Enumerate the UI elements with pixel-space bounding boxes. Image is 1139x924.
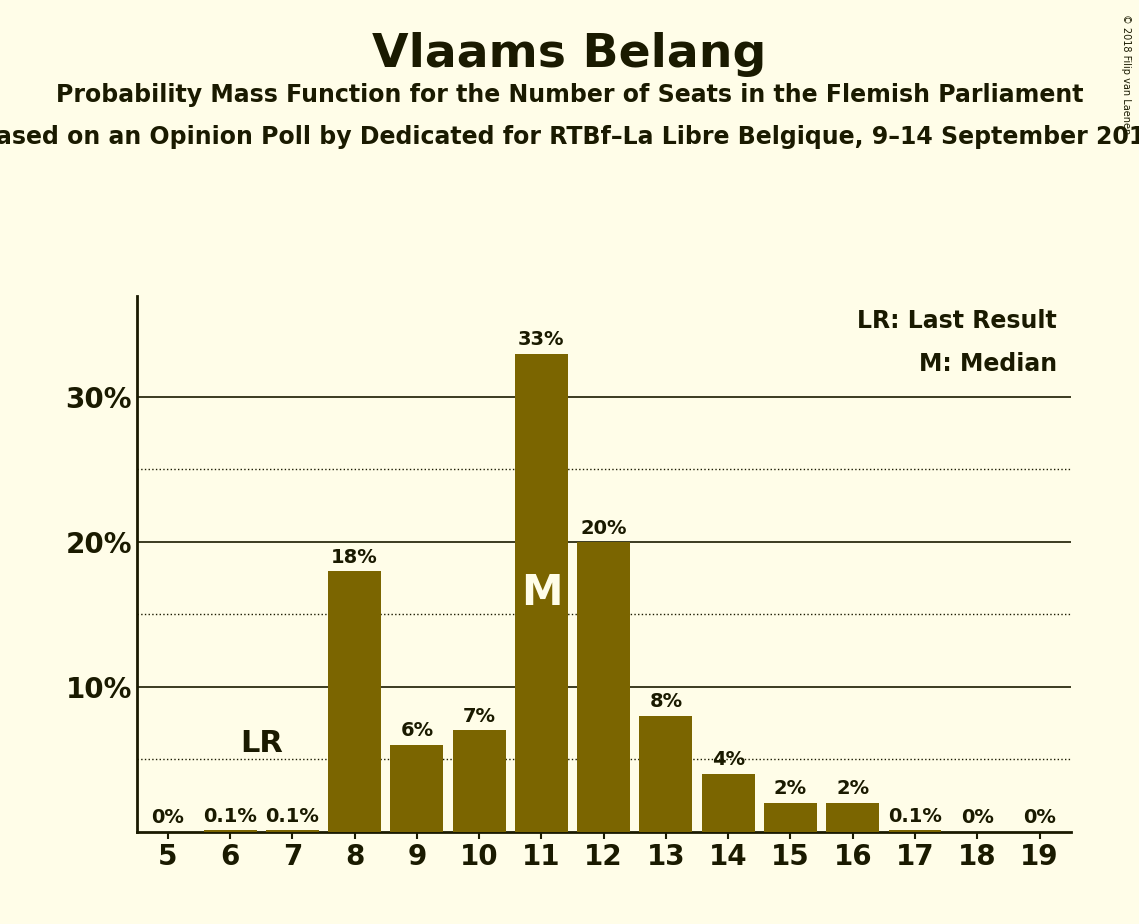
Bar xyxy=(452,730,506,832)
Text: 0.1%: 0.1% xyxy=(888,807,942,826)
Text: Based on an Opinion Poll by Dedicated for RTBf–La Libre Belgique, 9–14 September: Based on an Opinion Poll by Dedicated fo… xyxy=(0,125,1139,149)
Bar xyxy=(515,354,568,832)
Bar xyxy=(888,830,942,832)
Text: Vlaams Belang: Vlaams Belang xyxy=(372,32,767,78)
Text: LR: LR xyxy=(240,729,282,758)
Text: M: M xyxy=(521,572,563,614)
Text: 0%: 0% xyxy=(1023,808,1056,827)
Bar xyxy=(639,716,693,832)
Text: 7%: 7% xyxy=(462,707,495,726)
Text: 0%: 0% xyxy=(151,808,185,827)
Text: 2%: 2% xyxy=(836,779,869,798)
Text: 0.1%: 0.1% xyxy=(203,807,257,826)
Bar xyxy=(391,745,443,832)
Bar xyxy=(265,830,319,832)
Text: 8%: 8% xyxy=(649,692,682,711)
Bar xyxy=(702,773,755,832)
Text: Probability Mass Function for the Number of Seats in the Flemish Parliament: Probability Mass Function for the Number… xyxy=(56,83,1083,107)
Text: 0%: 0% xyxy=(961,808,993,827)
Text: 6%: 6% xyxy=(400,722,434,740)
Bar xyxy=(826,803,879,832)
Text: © 2018 Filip van Laenen: © 2018 Filip van Laenen xyxy=(1121,14,1131,134)
Text: LR: Last Result: LR: Last Result xyxy=(857,310,1057,333)
Bar xyxy=(328,571,382,832)
Text: 33%: 33% xyxy=(518,330,565,349)
Text: 0.1%: 0.1% xyxy=(265,807,319,826)
Text: 20%: 20% xyxy=(581,518,626,538)
Bar xyxy=(204,830,256,832)
Bar xyxy=(764,803,817,832)
Text: M: Median: M: Median xyxy=(918,352,1057,376)
Bar xyxy=(577,541,630,832)
Text: 2%: 2% xyxy=(773,779,808,798)
Text: 4%: 4% xyxy=(712,750,745,770)
Text: 18%: 18% xyxy=(331,548,378,566)
